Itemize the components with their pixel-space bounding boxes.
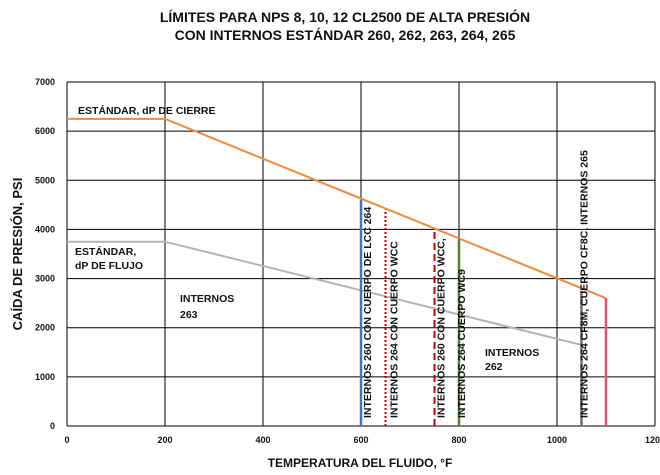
chart-title: CON INTERNOS ESTÁNDAR 260, 262, 263, 264…: [175, 27, 516, 43]
x-tick-label: 1200: [645, 435, 660, 445]
x-tick-label: 600: [353, 435, 368, 445]
y-tick-label: 1000: [35, 372, 55, 382]
annotation: 262: [485, 361, 503, 373]
x-tick-label: 1000: [547, 435, 567, 445]
x-axis-label: TEMPERATURA DEL FLUIDO, °F: [268, 456, 453, 470]
x-tick-label: 200: [157, 435, 172, 445]
y-tick-label: 7000: [35, 77, 55, 87]
annotation: dP DE FLUJO: [75, 260, 143, 272]
y-tick-label: 5000: [35, 175, 55, 185]
limit-label: INTERNOS 264 CON CUERPO WCC: [389, 241, 401, 418]
line-series: [67, 117, 607, 300]
y-tick-label: 2000: [35, 323, 55, 333]
limit-label: INTERNOS 264 CF8M, CUERPO CF8C, INTERNOS…: [579, 150, 591, 418]
limit-label: INTERNOS 260 CON CUERPO WCC,: [436, 238, 448, 418]
y-tick-label: 6000: [35, 126, 55, 136]
y-tick-label: 4000: [35, 224, 55, 234]
x-tick-label: 800: [451, 435, 466, 445]
y-tick-label: 0: [50, 421, 55, 431]
x-tick-label: 400: [255, 435, 270, 445]
annotation: 263: [180, 309, 198, 321]
annotation: ESTÁNDAR, dP DE CIERRE: [78, 104, 216, 117]
chart-title: LÍMITES PARA NPS 8, 10, 12 CL2500 DE ALT…: [160, 8, 530, 25]
limit-label: INTERNOS 264 CUERPO WC9: [456, 269, 468, 418]
x-tick-label: 0: [64, 435, 69, 445]
annotation: INTERNOS: [180, 293, 234, 305]
annotation: ESTÁNDAR,: [75, 245, 136, 258]
annotation: INTERNOS: [485, 347, 539, 359]
limit-label: INTERNOS 260 CON CUERPO DE LCC 264: [362, 207, 374, 418]
y-axis-label: CAÍDA DE PRESIÓN, PSI: [10, 178, 25, 331]
line-series: [67, 240, 582, 346]
y-tick-label: 3000: [35, 274, 55, 284]
